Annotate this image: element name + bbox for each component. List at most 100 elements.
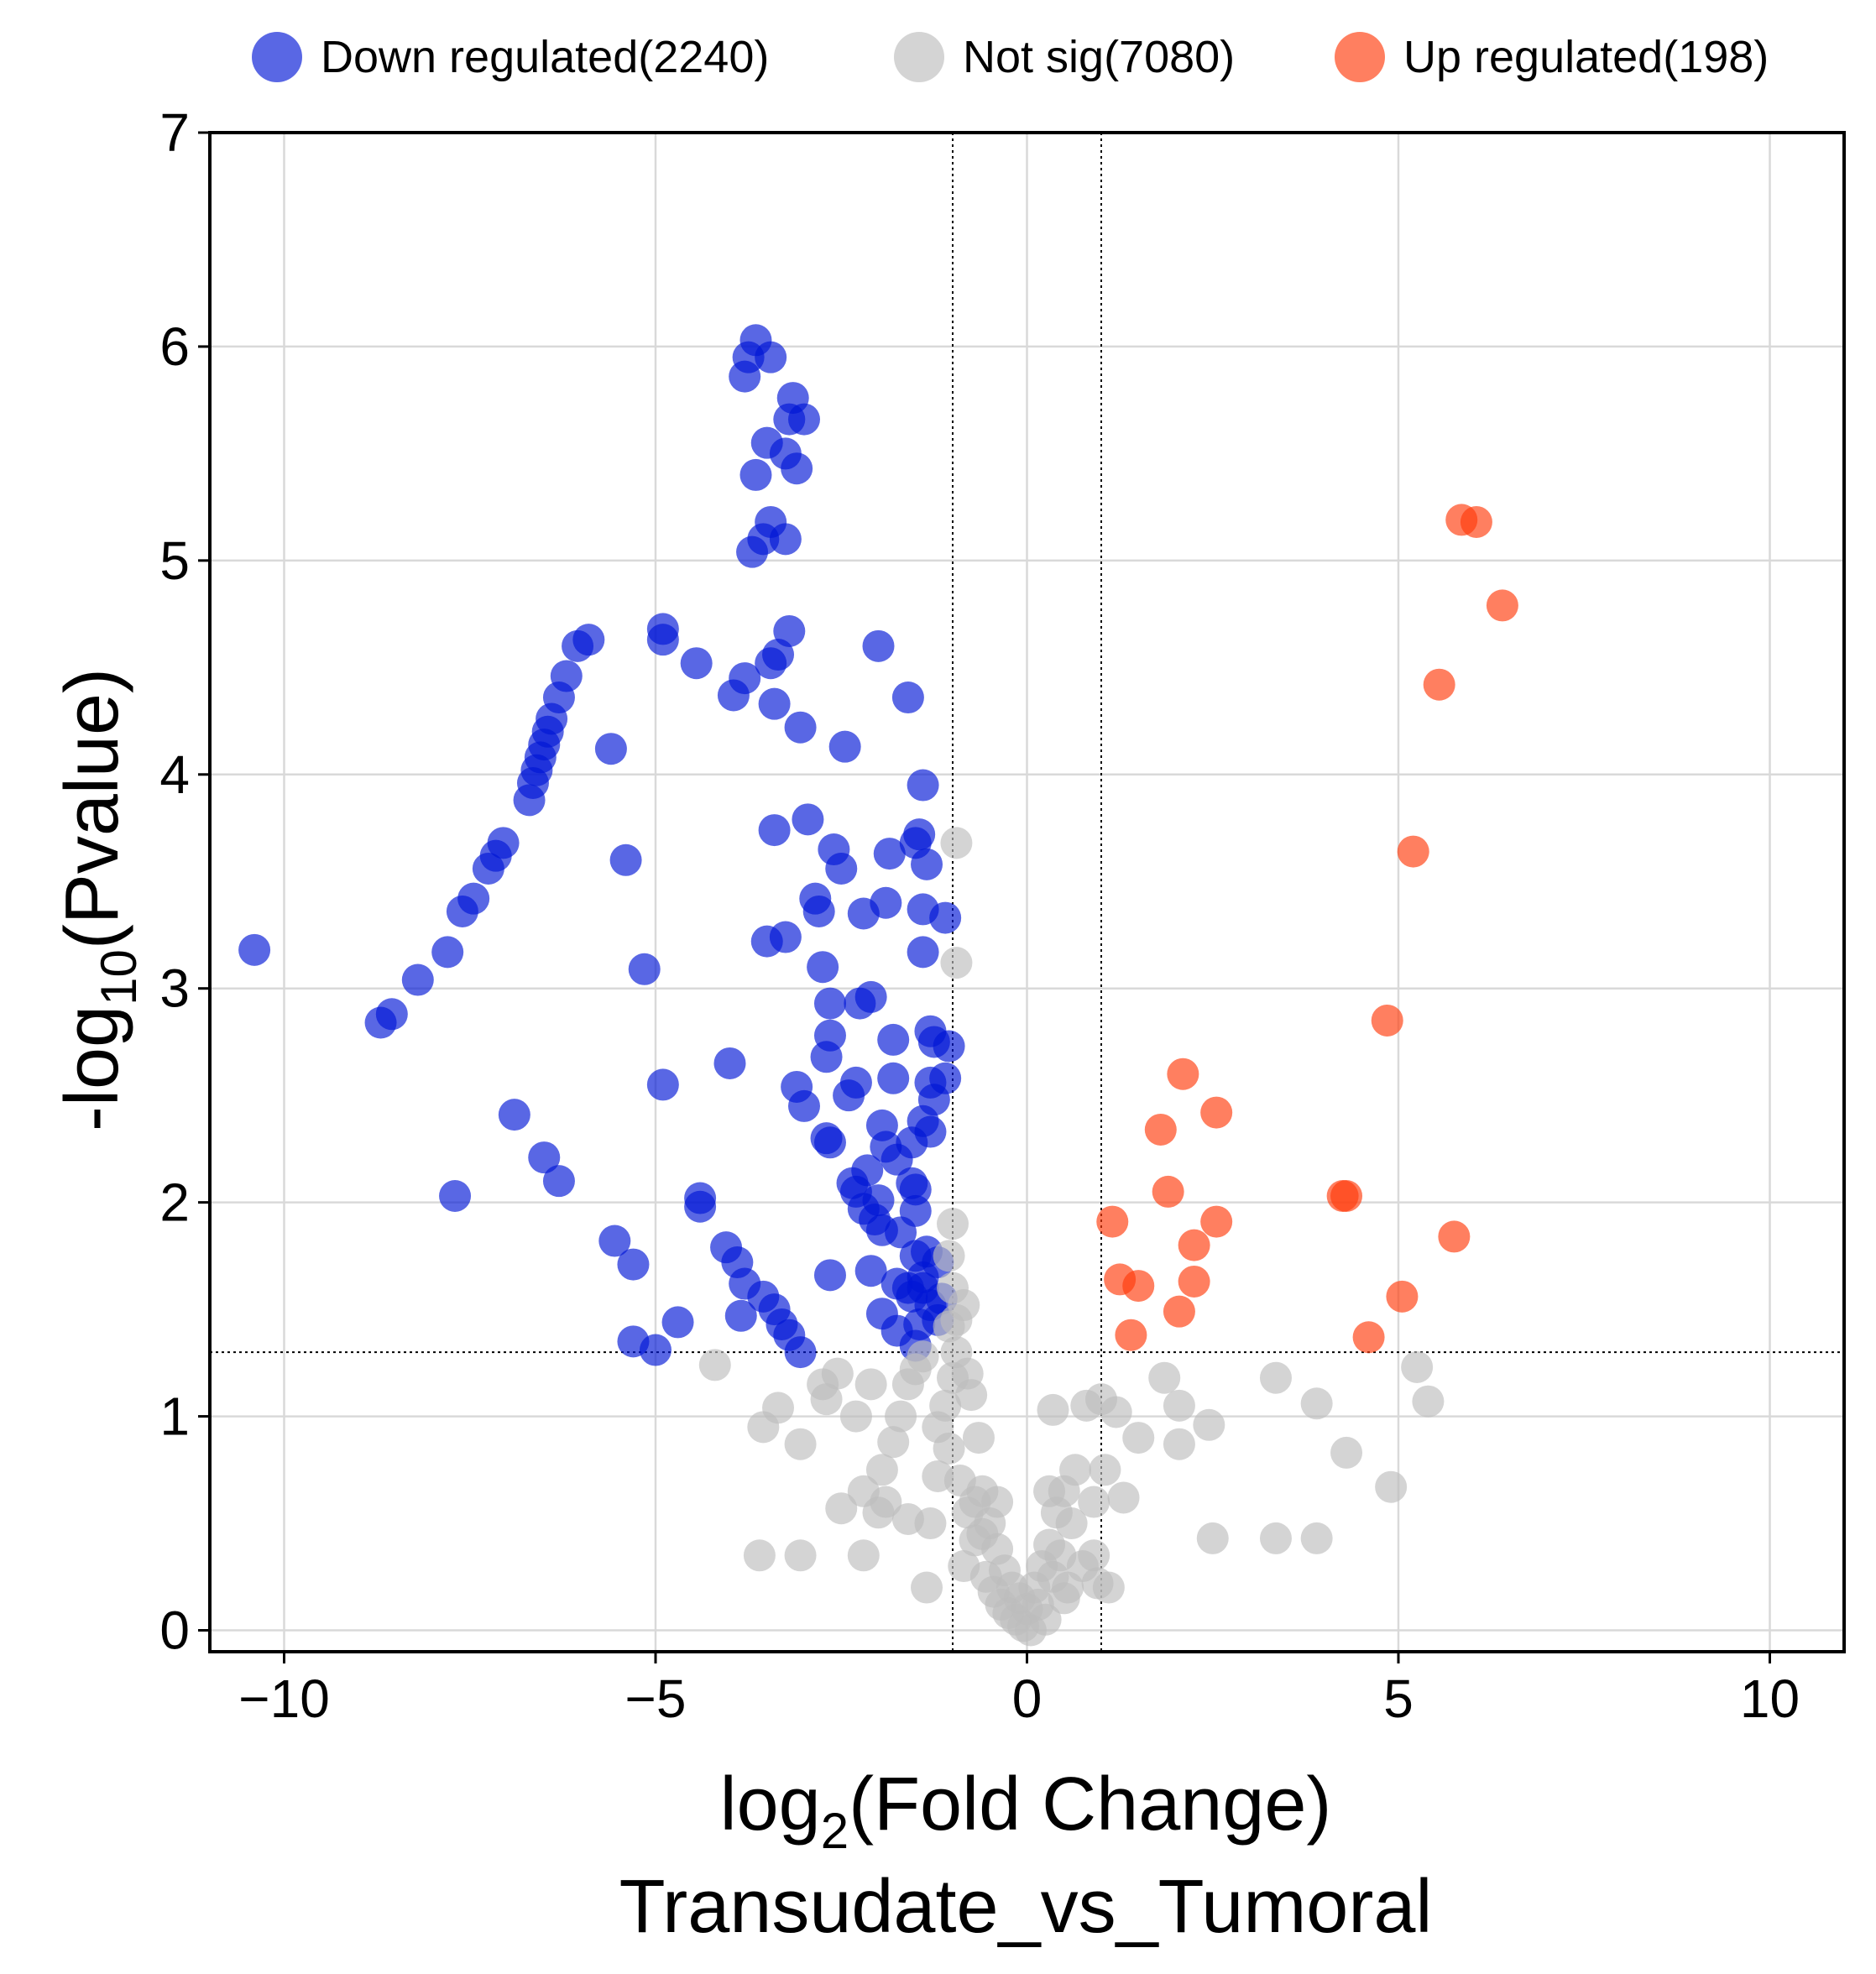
not-sig-point (698, 1349, 731, 1381)
not-sig-point (1089, 1454, 1121, 1486)
not-sig-point (1055, 1507, 1088, 1540)
not-sig-point (1048, 1582, 1080, 1615)
not-sig-point (1300, 1387, 1333, 1420)
not-sig-point (839, 1400, 872, 1433)
down-regulated-point (739, 458, 772, 491)
down-regulated-point (807, 951, 839, 984)
down-regulated-point (724, 1299, 757, 1332)
down-regulated-point (617, 1248, 650, 1281)
not-sig-point (933, 1240, 965, 1272)
not-sig-point (937, 1208, 969, 1240)
up-regulated-point (1200, 1205, 1233, 1238)
down-regulated-point (729, 662, 761, 695)
legend-marker-down-regulated (252, 32, 302, 82)
not-sig-point (981, 1486, 1014, 1518)
down-regulated-point (769, 921, 802, 953)
down-regulated-point (646, 624, 679, 656)
up-regulated-point (1460, 505, 1492, 538)
not-sig-point (743, 1539, 776, 1572)
not-sig-point (1100, 1396, 1132, 1428)
down-regulated-point (572, 624, 605, 656)
legend-label-not-sig: Not sig(7080) (963, 32, 1235, 82)
down-regulated-point (810, 1041, 843, 1073)
not-sig-point (951, 1357, 984, 1390)
down-regulated-point (854, 980, 887, 1013)
not-sig-point (933, 1432, 965, 1465)
down-regulated-point (903, 1308, 936, 1340)
y-tick-label: 0 (159, 1601, 190, 1661)
legend: Down regulated(2240) Not sig(7080) Up regu… (252, 32, 1769, 82)
not-sig-point (1300, 1522, 1333, 1554)
up-regulated-point (1163, 1295, 1195, 1328)
y-axis-title-prefix: -log (50, 1005, 134, 1131)
down-regulated-point (885, 1216, 917, 1249)
not-sig-point (847, 1539, 880, 1572)
not-sig-point (962, 1422, 995, 1454)
y-axis-title-subscript: 10 (91, 949, 147, 1005)
not-sig-point (810, 1383, 843, 1416)
down-regulated-point (870, 886, 902, 919)
legend-marker-not-sig (894, 32, 944, 82)
down-regulated-point (792, 803, 824, 836)
not-sig-point (940, 827, 973, 859)
legend-marker-up-regulated (1335, 32, 1385, 82)
not-sig-point (1092, 1571, 1125, 1604)
not-sig-point (1037, 1393, 1069, 1426)
not-sig-point (784, 1539, 817, 1572)
y-tick-label: 2 (159, 1172, 190, 1233)
down-regulated-point (813, 1126, 846, 1159)
y-axis-title: -log10(Pvalue) (50, 668, 147, 1131)
up-regulated-point (1178, 1229, 1210, 1261)
not-sig-point (1259, 1361, 1292, 1394)
not-sig-point (825, 1492, 858, 1525)
not-sig-point (1259, 1522, 1292, 1554)
down-regulated-point (781, 452, 813, 485)
down-regulated-point (713, 1047, 746, 1079)
not-sig-point (854, 1368, 887, 1401)
up-regulated-point (1152, 1175, 1184, 1208)
x-axis-title-line2: Transudate_vs_Tumoral (619, 1865, 1433, 1949)
down-regulated-point (598, 1225, 631, 1257)
down-regulated-point (684, 1190, 717, 1223)
not-sig-point (1330, 1436, 1363, 1469)
not-sig-point (1401, 1350, 1434, 1383)
not-sig-point (762, 1392, 795, 1424)
not-sig-point (865, 1454, 898, 1486)
down-regulated-point (550, 660, 583, 692)
down-regulated-point (862, 629, 895, 662)
y-tick-label: 1 (159, 1386, 190, 1447)
not-sig-point (821, 1357, 854, 1390)
down-regulated-point (784, 711, 817, 744)
not-sig-point (1148, 1361, 1181, 1394)
x-axis-title-subscript: 2 (821, 1803, 849, 1859)
not-sig-point (1078, 1486, 1110, 1518)
down-regulated-point (929, 901, 962, 934)
down-regulated-point (933, 1030, 965, 1063)
threshold-lines (210, 133, 1844, 1652)
y-tick-label: 5 (159, 530, 190, 591)
data-points (238, 324, 1518, 1647)
y-axis-title-suffix: (Pvalue) (50, 668, 134, 949)
down-regulated-point (907, 936, 939, 969)
y-tick-label: 3 (159, 958, 190, 1019)
grid-lines (210, 131, 1844, 1652)
up-regulated-point (1438, 1220, 1471, 1253)
not-sig-point (911, 1571, 943, 1604)
up-regulated-point (1167, 1058, 1199, 1090)
down-regulated-point (401, 964, 434, 996)
x-tick-label: 5 (1383, 1668, 1414, 1729)
x-axis-title: log2(Fold Change) (720, 1762, 1332, 1859)
down-regulated-point (528, 1141, 561, 1174)
down-regulated-point (498, 1099, 530, 1131)
down-regulated-point (907, 769, 939, 802)
down-regulated-point (542, 1165, 575, 1198)
down-regulated-point (646, 1068, 679, 1101)
not-sig-point (966, 1517, 999, 1550)
up-regulated-point (1096, 1205, 1129, 1238)
down-regulated-point (877, 1062, 910, 1094)
down-regulated-point (238, 933, 271, 966)
x-tick-label: −10 (238, 1668, 330, 1729)
not-sig-point (1059, 1454, 1092, 1486)
x-tick-label: 0 (1012, 1668, 1043, 1729)
up-regulated-point (1326, 1180, 1359, 1212)
